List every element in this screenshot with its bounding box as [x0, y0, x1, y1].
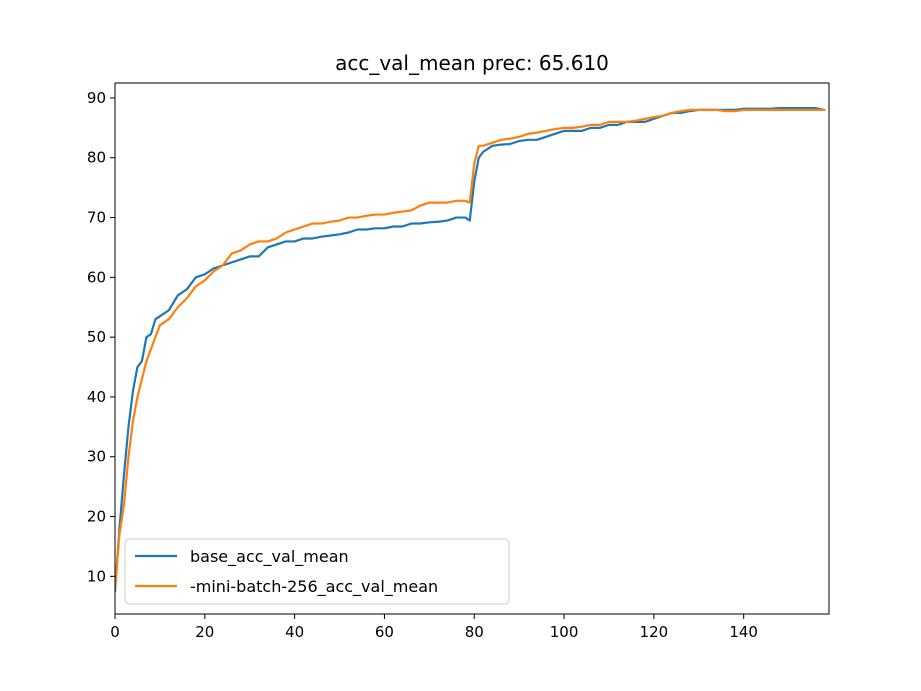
x-tick-label: 120	[640, 623, 669, 641]
x-axis: 0 20 40 60 80 100 120 140	[110, 614, 758, 641]
plot-frame	[114, 82, 830, 615]
legend-label-0: base_acc_val_mean	[190, 547, 349, 567]
y-tick-label: 10	[87, 567, 106, 585]
x-tick-label: 0	[110, 623, 120, 641]
x-tick-label: 80	[465, 623, 484, 641]
y-tick-label: 20	[87, 508, 106, 526]
y-tick-label: 70	[87, 209, 106, 227]
y-tick-label: 30	[87, 448, 106, 466]
y-tick-label: 40	[87, 388, 106, 406]
legend: base_acc_val_mean -mini-batch-256_acc_val…	[124, 538, 510, 605]
x-tick-label: 20	[195, 623, 214, 641]
legend-label-1: -mini-batch-256_acc_val_mean	[190, 577, 438, 597]
x-tick-label: 140	[729, 623, 758, 641]
legend-box	[124, 538, 510, 605]
y-tick-label: 60	[87, 268, 106, 286]
y-tick-label: 50	[87, 328, 106, 346]
y-tick-label: 80	[87, 149, 106, 167]
x-tick-label: 40	[285, 623, 304, 641]
y-axis: 10 20 30 40 50 60 70 80 90	[87, 89, 115, 585]
x-tick-label: 60	[375, 623, 394, 641]
series-layer	[115, 107, 826, 593]
y-tick-label: 90	[87, 89, 106, 107]
chart-title: acc_val_mean prec: 65.610	[335, 51, 609, 75]
x-tick-label: 100	[550, 623, 579, 641]
series-line-1	[115, 108, 826, 590]
